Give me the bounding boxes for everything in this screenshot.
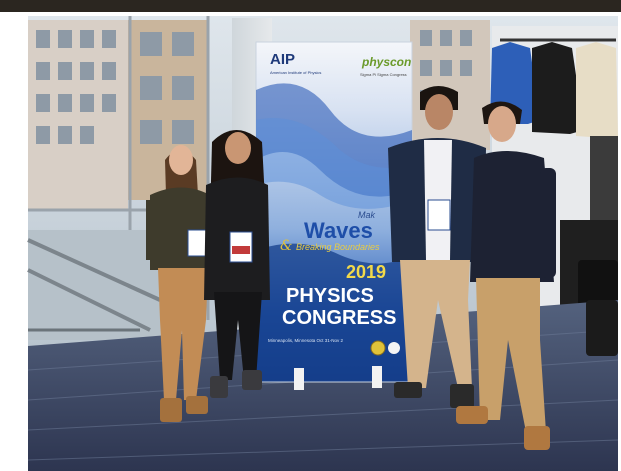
name-badge — [187, 229, 207, 257]
person-2 — [204, 130, 270, 398]
person-4 — [456, 101, 556, 450]
aip-logo-subtitle: American Institute of Physics — [270, 70, 321, 75]
society-logo-icon — [388, 342, 400, 354]
tagline-ampersand: & — [280, 238, 292, 254]
year-2019: 2019 — [346, 262, 386, 282]
title-physics: PHYSICS — [286, 285, 374, 307]
physics-congress-banner: AIP American Institute of Physics physco… — [255, 41, 413, 390]
tagline-waves: Waves — [304, 218, 373, 243]
tagline-partial: Mak — [358, 210, 376, 220]
person-1 — [146, 145, 212, 422]
luggage — [586, 300, 618, 356]
tagline-breaking-boundaries: Breaking Boundaries — [296, 242, 380, 252]
top-strip — [0, 0, 621, 12]
name-badge — [427, 199, 451, 231]
title-congress: CONGRESS — [282, 307, 396, 329]
location-line: Minneapolis, Minnesota Oct 31-Nov 2 — [268, 338, 344, 343]
person-3 — [388, 86, 486, 408]
aip-logo: AIP — [270, 51, 295, 68]
physcon-logo-subtitle: Sigma Pi Sigma Congress — [360, 72, 407, 77]
seal-icon — [370, 340, 386, 356]
physcon-logo: physcon — [361, 55, 411, 69]
